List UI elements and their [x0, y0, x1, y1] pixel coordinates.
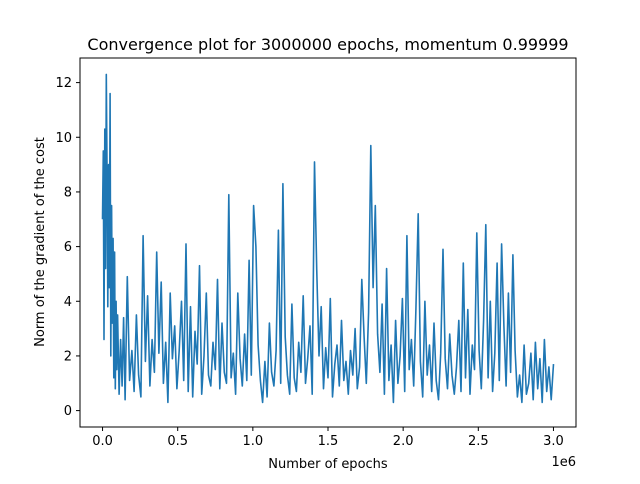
x-tick-label: 1.5 — [318, 434, 339, 449]
y-axis-ticks: 0 2 4 6 8 10 12 — [55, 76, 80, 419]
x-tick-label: 3.0 — [543, 434, 564, 449]
y-tick-label: 8 — [64, 185, 72, 200]
y-axis-label: Norm of the gradient of the cost — [33, 137, 48, 347]
chart-title: Convergence plot for 3000000 epochs, mom… — [87, 35, 568, 54]
y-tick-label: 4 — [64, 295, 72, 310]
axes-frame — [79, 57, 577, 428]
y-tick-label: 10 — [55, 131, 72, 146]
series-line-0 — [101, 73, 555, 404]
x-tick-label: 2.0 — [393, 434, 414, 449]
x-axis-label: Number of epochs — [268, 457, 388, 472]
x-tick-label: 0.0 — [92, 434, 113, 449]
y-tick-label: 2 — [64, 349, 72, 364]
x-axis-ticks: 0.0 0.5 1.0 1.5 2.0 2.5 3.0 — [92, 427, 564, 449]
x-axis-offset-label: 1e6 — [551, 455, 576, 470]
x-tick-label: 0.5 — [167, 434, 188, 449]
plot-area — [101, 73, 555, 404]
x-tick-label: 2.5 — [468, 434, 489, 449]
y-tick-label: 12 — [55, 76, 72, 91]
x-tick-label: 1.0 — [243, 434, 264, 449]
y-tick-label: 6 — [64, 240, 72, 255]
y-tick-label: 0 — [64, 404, 72, 419]
